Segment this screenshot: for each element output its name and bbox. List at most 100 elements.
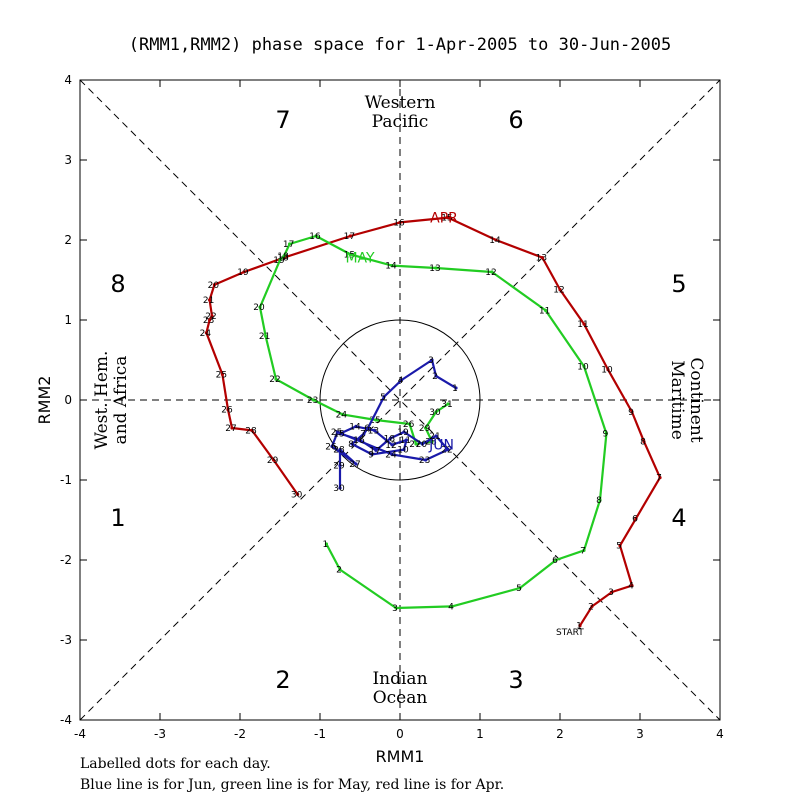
day-label: 23 — [419, 456, 430, 466]
day-point — [430, 358, 434, 362]
y-tick-label: 0 — [64, 393, 72, 407]
day-label: 29 — [267, 456, 279, 466]
day-label: 7 — [656, 474, 662, 484]
series-line-apr — [205, 216, 662, 627]
region-right-line1: Maritime — [667, 360, 687, 440]
day-point — [354, 462, 358, 466]
day-label: 26 — [403, 420, 415, 430]
day-point — [338, 464, 342, 468]
day-label: 10 — [601, 366, 613, 376]
day-label: 20 — [253, 303, 265, 313]
x-tick-label: 3 — [636, 727, 644, 741]
day-label: 21 — [203, 296, 214, 306]
day-label: 3 — [608, 588, 614, 598]
day-point — [424, 458, 428, 462]
day-label: 22 — [441, 446, 452, 456]
day-point — [282, 254, 286, 258]
x-tick-label: 0 — [396, 727, 404, 741]
day-label: 6 — [632, 514, 638, 524]
day-point — [354, 424, 358, 428]
day-point — [226, 408, 230, 412]
x-tick-label: -2 — [234, 727, 246, 741]
day-label: 22 — [269, 375, 280, 385]
day-point — [204, 331, 208, 335]
day-point — [582, 548, 586, 553]
day-point — [404, 438, 408, 442]
day-point — [420, 442, 424, 446]
day-point — [604, 432, 609, 436]
series-may: 123 4567891011121314151617181920212223242… — [253, 232, 608, 614]
day-point — [212, 283, 216, 287]
day-label: 23 — [307, 396, 318, 406]
day-label: 28 — [245, 426, 257, 436]
day-point — [434, 434, 438, 438]
day-label: 11 — [400, 436, 411, 446]
phase-1-label: 1 — [110, 504, 125, 532]
region-right-line2: Continent — [686, 357, 706, 442]
day-point — [258, 305, 262, 309]
day-point — [338, 568, 342, 572]
day-label: 5 — [616, 542, 622, 552]
y-tick-label: 1 — [64, 313, 72, 327]
day-label: 15 — [333, 430, 344, 440]
y-tick-label: 3 — [64, 153, 72, 167]
day-point — [582, 322, 586, 326]
day-label: 17 — [344, 232, 355, 242]
series-name-may: MAY — [345, 250, 375, 266]
day-point — [382, 395, 386, 399]
day-point — [434, 266, 438, 270]
day-point — [578, 624, 582, 628]
day-label: 24 — [336, 410, 348, 420]
day-point — [394, 606, 398, 610]
day-label: 9 — [603, 430, 609, 440]
day-label: 30 — [291, 490, 303, 500]
day-label: 21 — [429, 432, 440, 442]
y-tick-label: 4 — [64, 73, 72, 87]
day-label: 27 — [409, 440, 420, 450]
day-point — [494, 238, 498, 242]
day-point — [598, 498, 602, 502]
phase-5-label: 5 — [671, 270, 686, 298]
day-label: 11 — [577, 320, 588, 330]
day-label: 16 — [393, 218, 405, 228]
day-point — [490, 270, 494, 274]
day-label: 14 — [349, 422, 361, 432]
day-label: 25 — [369, 416, 380, 426]
day-point — [250, 428, 254, 432]
day-label: 13 — [368, 426, 379, 436]
day-label: 28 — [425, 438, 437, 448]
day-label: 11 — [539, 306, 550, 316]
day-point — [388, 436, 392, 440]
day-label: 13 — [429, 264, 440, 274]
day-label: 12 — [553, 286, 564, 296]
x-tick-label: 4 — [716, 727, 724, 741]
region-top-line1: Western — [365, 93, 436, 113]
footnote-line1: Labelled dots for each day. — [80, 756, 271, 772]
day-label: 21 — [259, 332, 270, 342]
day-label: 24 — [385, 450, 397, 460]
day-point — [414, 442, 418, 446]
day-point — [274, 377, 278, 381]
day-label: 14 — [385, 262, 397, 272]
phase-7-label: 7 — [275, 106, 290, 134]
day-point — [630, 410, 634, 414]
day-label: 8 — [596, 496, 602, 506]
day-point — [398, 220, 402, 224]
day-label: 19 — [397, 428, 409, 438]
day-label: 10 — [577, 362, 589, 372]
day-point — [358, 438, 362, 442]
day-point — [242, 270, 246, 274]
series-name-jun: JUN — [428, 438, 454, 454]
day-point — [336, 430, 340, 434]
day-point — [610, 590, 614, 594]
day-label: 3 — [428, 356, 434, 366]
day-point — [454, 386, 458, 390]
day-label: 28 — [333, 446, 345, 456]
day-point — [430, 440, 434, 444]
day-point — [220, 372, 224, 376]
day-point — [338, 448, 342, 452]
start-label: START — [556, 628, 584, 638]
day-label: 2 — [336, 566, 342, 576]
y-tick-label: -1 — [60, 473, 72, 487]
